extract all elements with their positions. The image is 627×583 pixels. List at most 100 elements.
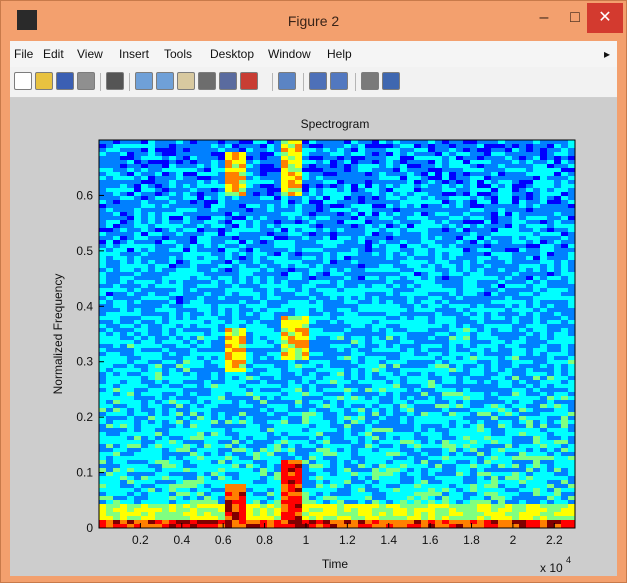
maximize-button[interactable]: □ — [570, 9, 580, 26]
rotate-3d-icon[interactable] — [198, 72, 216, 90]
data-cursor-icon[interactable] — [219, 72, 237, 90]
heatmap-cell — [225, 208, 233, 213]
heatmap-cell — [372, 148, 380, 153]
heatmap-cell — [449, 352, 457, 357]
heatmap-cell — [260, 292, 268, 297]
heatmap-cell — [204, 180, 212, 185]
heatmap-cell — [127, 340, 135, 345]
menu-insert[interactable]: Insert — [119, 47, 150, 61]
heatmap-cell — [246, 356, 254, 361]
heatmap-cell — [120, 400, 128, 405]
heatmap-cell — [400, 184, 408, 189]
heatmap-cell — [120, 220, 128, 225]
heatmap-cell — [358, 372, 366, 377]
heatmap-cell — [505, 172, 513, 177]
heatmap-cell — [197, 384, 205, 389]
heatmap-cell — [568, 320, 576, 325]
title-bar[interactable]: Figure 2 – □ ✕ — [1, 1, 626, 41]
heatmap-cell — [113, 416, 121, 421]
heatmap-cell — [358, 312, 366, 317]
hide-plot-tools-icon[interactable] — [361, 72, 379, 90]
heatmap-cell — [372, 400, 380, 405]
heatmap-cell — [113, 364, 121, 369]
heatmap-cell — [127, 292, 135, 297]
menu-view[interactable]: View — [77, 47, 103, 61]
heatmap-cell — [211, 144, 219, 149]
heatmap-cell — [568, 288, 576, 293]
menu-window[interactable]: Window — [268, 47, 311, 61]
minimize-button[interactable]: – — [539, 9, 549, 26]
open-folder-icon[interactable] — [35, 72, 53, 90]
zoom-in-icon[interactable] — [135, 72, 153, 90]
heatmap-cell — [211, 240, 219, 245]
heatmap-cell — [477, 192, 485, 197]
heatmap-cell — [442, 256, 450, 261]
heatmap-cell — [155, 144, 163, 149]
new-figure-icon[interactable] — [14, 72, 32, 90]
select-arrow-icon[interactable] — [106, 72, 124, 90]
heatmap-cell — [442, 368, 450, 373]
show-plot-tools-icon[interactable] — [382, 72, 400, 90]
heatmap-cell — [134, 168, 142, 173]
heatmap-cell — [211, 156, 219, 161]
link-plot-icon[interactable] — [278, 72, 296, 90]
heatmap-cell — [351, 172, 359, 177]
heatmap-cell — [148, 236, 156, 241]
heatmap-cell — [155, 324, 163, 329]
heatmap-cell — [239, 172, 247, 177]
heatmap-cell — [106, 264, 114, 269]
heatmap-cell — [491, 200, 499, 205]
heatmap-cell — [547, 348, 555, 353]
heatmap-cell — [302, 404, 310, 409]
heatmap-cell — [190, 316, 198, 321]
heatmap-cell — [309, 280, 317, 285]
heatmap-cell — [526, 220, 534, 225]
heatmap-cell — [316, 292, 324, 297]
heatmap-cell — [183, 332, 191, 337]
heatmap-cell — [484, 184, 492, 189]
heatmap-cell — [253, 220, 261, 225]
heatmap-cell — [232, 196, 240, 201]
heatmap-cell — [449, 244, 457, 249]
heatmap-cell — [239, 308, 247, 313]
brush-icon[interactable] — [240, 72, 258, 90]
menu-desktop[interactable]: Desktop — [210, 47, 255, 61]
pan-hand-icon[interactable] — [177, 72, 195, 90]
heatmap-cell — [260, 336, 268, 341]
heatmap-cell — [267, 172, 275, 177]
heatmap-cell — [414, 404, 422, 409]
menu-overflow-arrow[interactable]: ▸ — [604, 47, 611, 61]
heatmap-cell — [407, 248, 415, 253]
heatmap-cell — [218, 140, 226, 145]
heatmap-cell — [211, 416, 219, 421]
heatmap-cell — [127, 188, 135, 193]
menu-help[interactable]: Help — [327, 47, 352, 61]
menu-edit[interactable]: Edit — [43, 47, 64, 61]
menu-file[interactable]: File — [14, 47, 34, 61]
heatmap-cell — [554, 244, 562, 249]
save-icon[interactable] — [56, 72, 74, 90]
heatmap-cell — [526, 192, 534, 197]
zoom-out-icon[interactable] — [156, 72, 174, 90]
print-icon[interactable] — [77, 72, 95, 90]
heatmap-cell — [519, 320, 527, 325]
menu-tools[interactable]: Tools — [164, 47, 193, 61]
heatmap-cell — [239, 372, 247, 377]
heatmap-cell — [351, 428, 359, 433]
heatmap-cell — [498, 292, 506, 297]
heatmap-cell — [239, 412, 247, 417]
heatmap-cell — [120, 172, 128, 177]
heatmap-cell — [568, 368, 576, 373]
legend-icon[interactable] — [330, 72, 348, 90]
heatmap-cell — [533, 192, 541, 197]
close-button[interactable]: ✕ — [587, 3, 623, 33]
heatmap-cell — [106, 372, 114, 377]
heatmap-cell — [540, 180, 548, 185]
colorbar-icon[interactable] — [309, 72, 327, 90]
heatmap-cell — [169, 252, 177, 257]
heatmap-cell — [295, 400, 303, 405]
heatmap-cell — [316, 200, 324, 205]
heatmap-cell — [274, 200, 282, 205]
heatmap-cell — [484, 328, 492, 333]
heatmap-cell — [561, 416, 569, 421]
